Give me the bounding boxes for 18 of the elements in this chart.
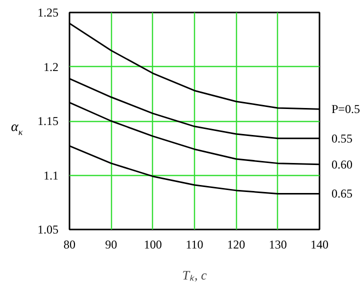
x-tick-label: 110 <box>186 238 204 252</box>
y-tick-label: 1.1 <box>44 168 58 182</box>
y-tick-label: 1.25 <box>38 6 58 20</box>
series-label: 0.60 <box>332 157 352 172</box>
y-tick-label: 1.05 <box>38 222 58 236</box>
x-axis-title: Tₖ, c <box>182 268 207 282</box>
x-tick-label: 130 <box>268 238 287 252</box>
y-axis-title: α$_{κ}$ <box>11 119 23 139</box>
series-label: 0.55 <box>332 131 352 146</box>
x-tick-label: 140 <box>310 238 328 252</box>
series-label: 0.65 <box>332 186 352 201</box>
x-tick-label: 90 <box>105 238 118 252</box>
x-tick-label: 100 <box>144 238 162 252</box>
y-tick-label: 1.2 <box>44 60 58 74</box>
series-label: P=0.5 <box>332 102 360 116</box>
y-tick-label: 1.15 <box>38 114 58 128</box>
x-tick-label: 120 <box>227 238 246 252</box>
x-tick-label: 80 <box>64 238 76 252</box>
